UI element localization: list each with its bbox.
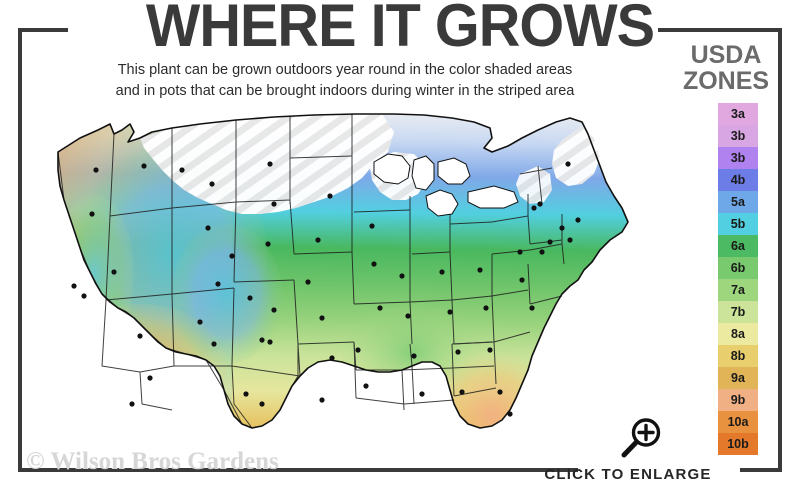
zone-swatch-3b-1: 3b xyxy=(718,125,758,147)
zone-swatch-3b-2: 3b xyxy=(718,147,758,169)
zone-swatch-6b-7: 6b xyxy=(718,257,758,279)
subtitle-text: This plant can be grown outdoors year ro… xyxy=(40,60,650,102)
subtitle-line-1: This plant can be grown outdoors year ro… xyxy=(117,62,573,78)
map-great-lakes xyxy=(373,153,519,217)
map-state-boundaries xyxy=(57,114,565,429)
zone-swatch-7b-9: 7b xyxy=(718,301,758,323)
map-city-dots xyxy=(71,161,581,417)
frame-border-top-left xyxy=(18,28,68,32)
zone-swatch-9a-12: 9a xyxy=(718,367,758,389)
map-country-outline xyxy=(57,113,629,429)
zone-swatch-4b-3: 4b xyxy=(718,169,758,191)
legend-heading-line-2: ZONES xyxy=(682,67,770,95)
legend-heading: USDA ZONES xyxy=(664,42,788,94)
zone-swatch-10a-14: 10a xyxy=(718,411,758,433)
zone-swatch-7a-8: 7a xyxy=(718,279,758,301)
zone-swatch-3a-0: 3a xyxy=(718,103,758,125)
zone-swatch-5a-4: 5a xyxy=(718,191,758,213)
frame-border-bottom-right xyxy=(740,468,782,472)
usda-zone-legend: 3a 3b 3b 4b 5a 5b 6a 6b 7a 7b 8a 8b 9a 9b 10a 10b xyxy=(718,103,758,455)
zone-swatch-9b-13: 9b xyxy=(718,389,758,411)
frame-border-left xyxy=(18,28,22,472)
page-title: WHERE IT GROWS xyxy=(145,0,655,59)
frame-border-top-right xyxy=(658,28,782,32)
zone-swatch-5b-5: 5b xyxy=(718,213,758,235)
zone-swatch-6a-6: 6a xyxy=(718,235,758,257)
magnifier-plus-icon[interactable] xyxy=(617,416,665,460)
zone-swatch-8a-10: 8a xyxy=(718,323,758,345)
subtitle-line-2: and in pots that can be brought indoors … xyxy=(115,83,575,99)
watermark-credit: © Wilson Bros Gardens xyxy=(26,448,279,475)
zone-swatch-8b-11: 8b xyxy=(718,345,758,367)
click-to-enlarge-label[interactable]: CLICK TO ENLARGE xyxy=(544,466,712,483)
legend-heading-line-1: USDA xyxy=(690,41,762,69)
usa-hardiness-map[interactable] xyxy=(22,104,662,464)
frame-border-right xyxy=(778,28,782,472)
frame-border-bottom-left xyxy=(18,468,578,472)
zone-swatch-10b-15: 10b xyxy=(718,433,758,455)
